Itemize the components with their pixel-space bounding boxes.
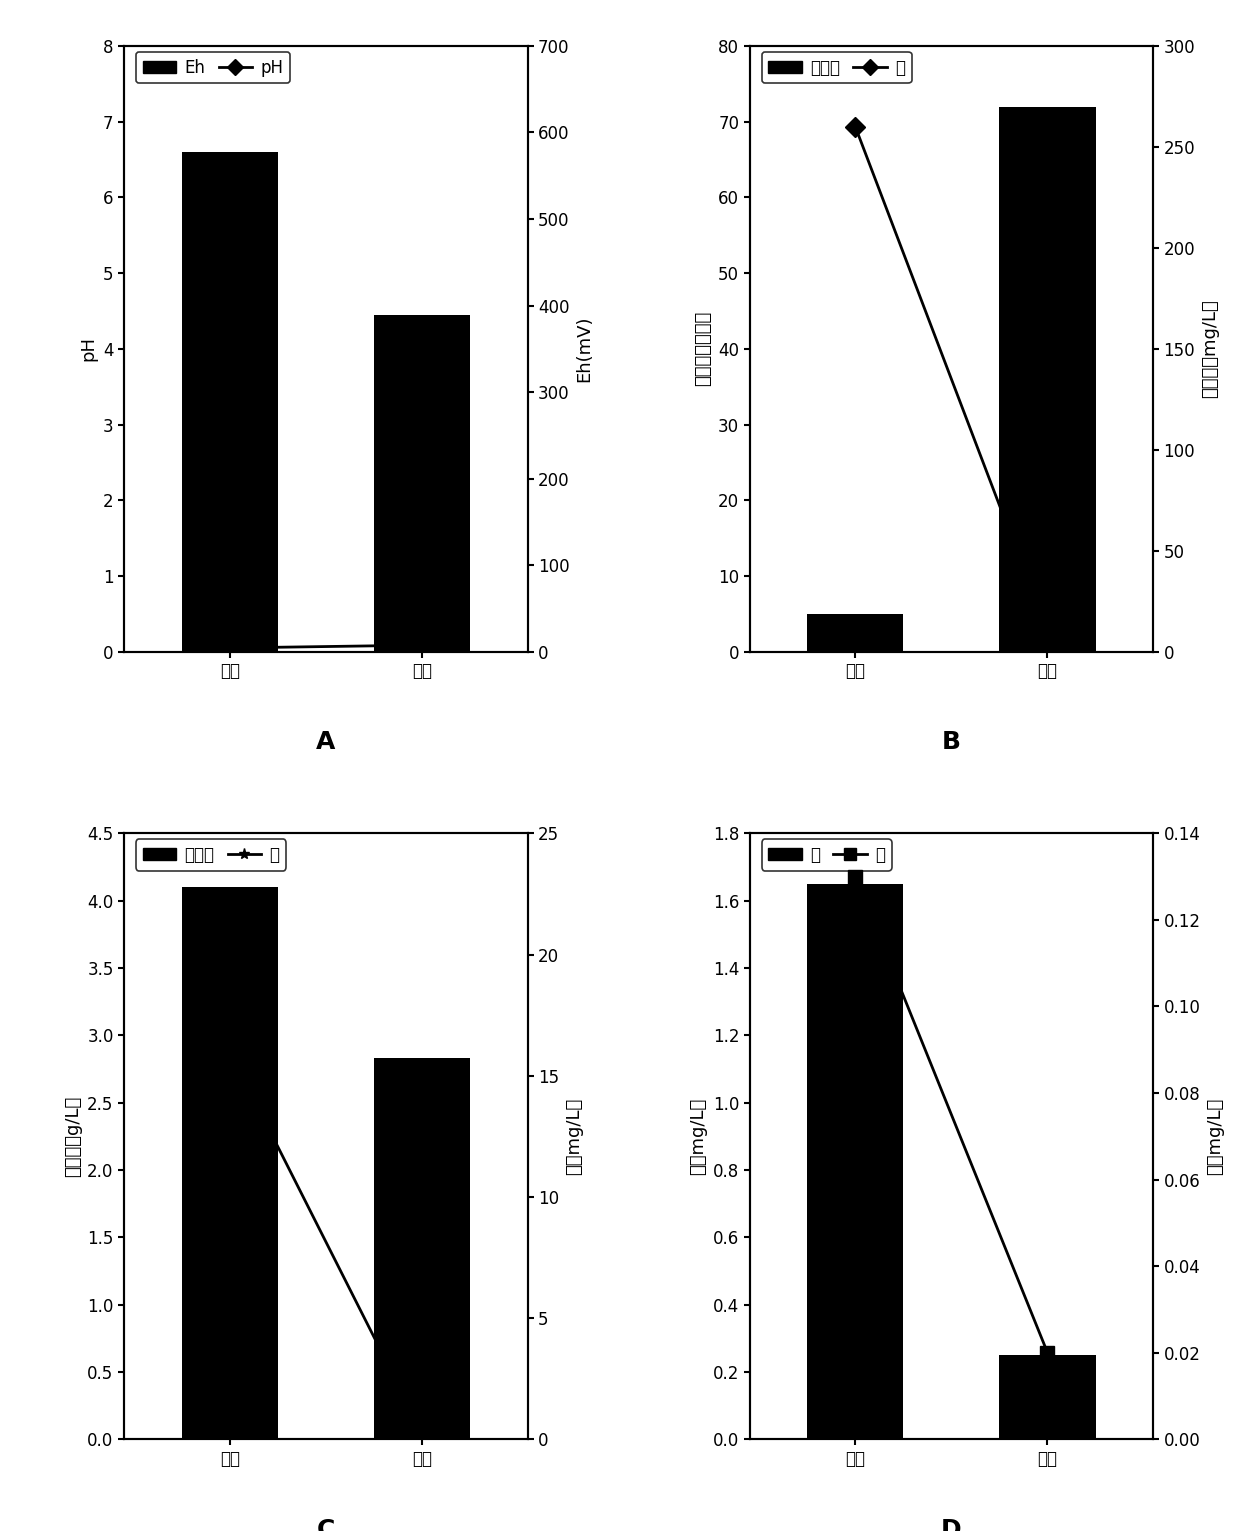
Bar	[999, 107, 1096, 652]
Bar	[181, 152, 278, 652]
Y-axis label: 锌（mg/L）: 锌（mg/L）	[689, 1098, 707, 1174]
Y-axis label: 铅（mg/L）: 铅（mg/L）	[1207, 1098, 1224, 1174]
Bar	[807, 614, 904, 652]
Legend: 通透性, 铁: 通透性, 铁	[761, 52, 911, 83]
Y-axis label: 通透性（小时）: 通透性（小时）	[694, 311, 713, 386]
Bar	[373, 1058, 470, 1439]
Bar	[999, 1355, 1096, 1439]
Y-axis label: pH: pH	[79, 337, 98, 361]
Y-axis label: 溶解硫（g/L）: 溶解硫（g/L）	[63, 1096, 82, 1177]
Legend: Eh, pH: Eh, pH	[136, 52, 290, 83]
Legend: 溶解硫, 铜: 溶解硫, 铜	[136, 839, 286, 871]
Y-axis label: 铁浓度（mg/L）: 铁浓度（mg/L）	[1200, 300, 1219, 398]
Legend: 锌, 铅: 锌, 铅	[761, 839, 892, 871]
Bar	[807, 883, 904, 1439]
Bar	[373, 315, 470, 652]
Y-axis label: Eh(mV): Eh(mV)	[575, 315, 593, 383]
Bar	[181, 888, 278, 1439]
Text: B: B	[942, 730, 961, 755]
Text: A: A	[316, 730, 336, 755]
Y-axis label: 铜（mg/L）: 铜（mg/L）	[564, 1098, 583, 1174]
Text: C: C	[316, 1517, 335, 1531]
Text: D: D	[941, 1517, 962, 1531]
